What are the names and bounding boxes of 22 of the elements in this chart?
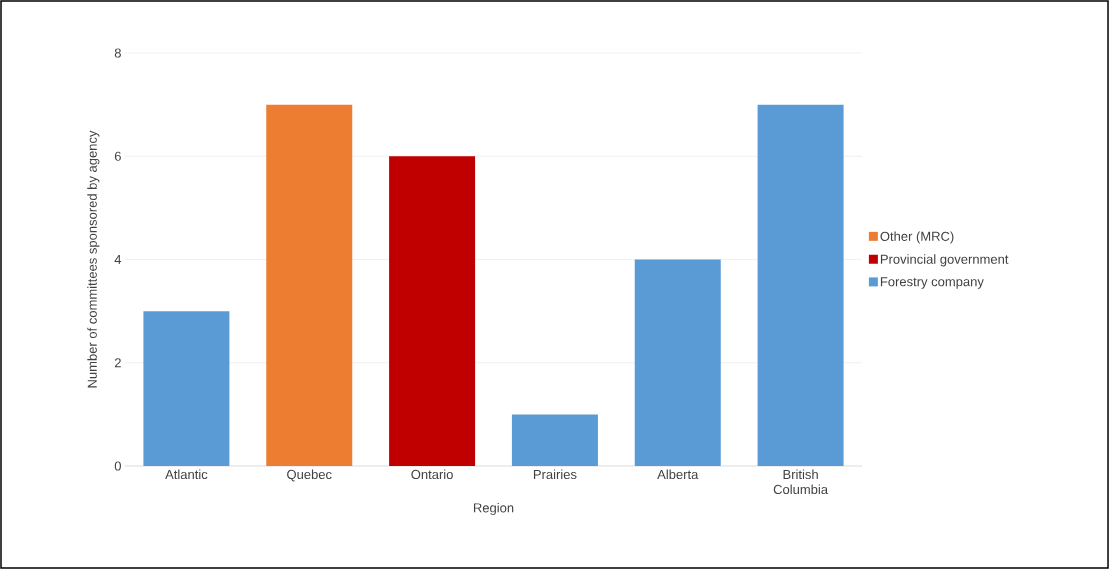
x-tick-label: Ontario — [411, 469, 453, 480]
bar — [634, 259, 721, 466]
legend-label: Forestry company — [880, 277, 984, 289]
y-tick-label: 6 — [114, 151, 121, 161]
bar — [389, 156, 476, 466]
bar — [511, 414, 598, 466]
x-tick-label: Prairies — [533, 469, 577, 480]
y-tick-label: 8 — [114, 48, 121, 58]
x-axis-title: Region — [473, 502, 514, 516]
bar — [143, 311, 230, 466]
y-tick-label: 0 — [114, 461, 121, 471]
x-tick-label: British Columbia — [773, 469, 829, 495]
y-axis-title: Number of committees sponsored by agency — [87, 130, 100, 388]
x-tick-label: Alberta — [657, 469, 699, 480]
x-tick-label: Quebec — [287, 469, 332, 482]
bar — [757, 104, 844, 466]
bar — [266, 104, 353, 466]
legend-label: Other (MRC) — [880, 231, 954, 244]
y-tick-label: 2 — [114, 358, 121, 368]
y-tick-label: 4 — [114, 255, 122, 264]
legend-label: Provincial government — [880, 254, 1009, 267]
x-tick-label: Atlantic — [165, 469, 208, 480]
